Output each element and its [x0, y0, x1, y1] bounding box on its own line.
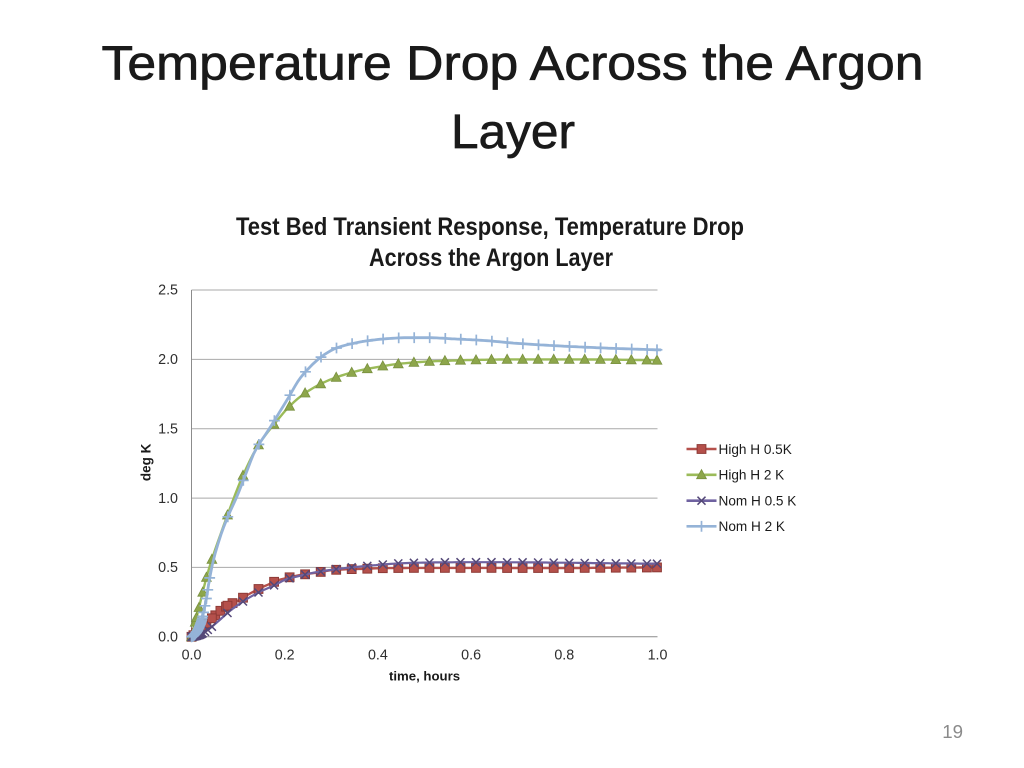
svg-text:1.0: 1.0	[648, 648, 668, 664]
svg-text:0.4: 0.4	[368, 648, 388, 664]
svg-text:0.5: 0.5	[158, 560, 178, 576]
svg-text:Nom H 0.5 K: Nom H 0.5 K	[719, 494, 797, 509]
svg-text:0.0: 0.0	[182, 648, 202, 664]
svg-text:1.5: 1.5	[158, 421, 178, 437]
svg-text:Temperature Drop Across the Ar: Temperature Drop Across the Argon	[102, 37, 924, 91]
svg-text:19: 19	[942, 721, 963, 742]
svg-text:Across the Argon Layer: Across the Argon Layer	[369, 245, 613, 272]
svg-text:2.0: 2.0	[158, 352, 178, 368]
svg-text:2.5: 2.5	[158, 283, 178, 299]
svg-text:0.6: 0.6	[461, 648, 481, 664]
svg-text:Layer: Layer	[451, 105, 575, 159]
svg-text:0.2: 0.2	[275, 648, 295, 664]
svg-text:Test Bed Transient Response, T: Test Bed Transient Response, Temperature…	[236, 214, 744, 241]
svg-text:deg K: deg K	[139, 443, 154, 481]
svg-text:Nom H 2 K: Nom H 2 K	[719, 519, 785, 534]
svg-text:time, hours: time, hours	[389, 669, 460, 684]
svg-text:High H 2 K: High H 2 K	[719, 468, 785, 483]
svg-text:0.0: 0.0	[158, 630, 178, 646]
svg-text:High H 0.5K: High H 0.5K	[719, 442, 792, 457]
svg-text:0.8: 0.8	[554, 648, 574, 664]
svg-text:1.0: 1.0	[158, 491, 178, 507]
